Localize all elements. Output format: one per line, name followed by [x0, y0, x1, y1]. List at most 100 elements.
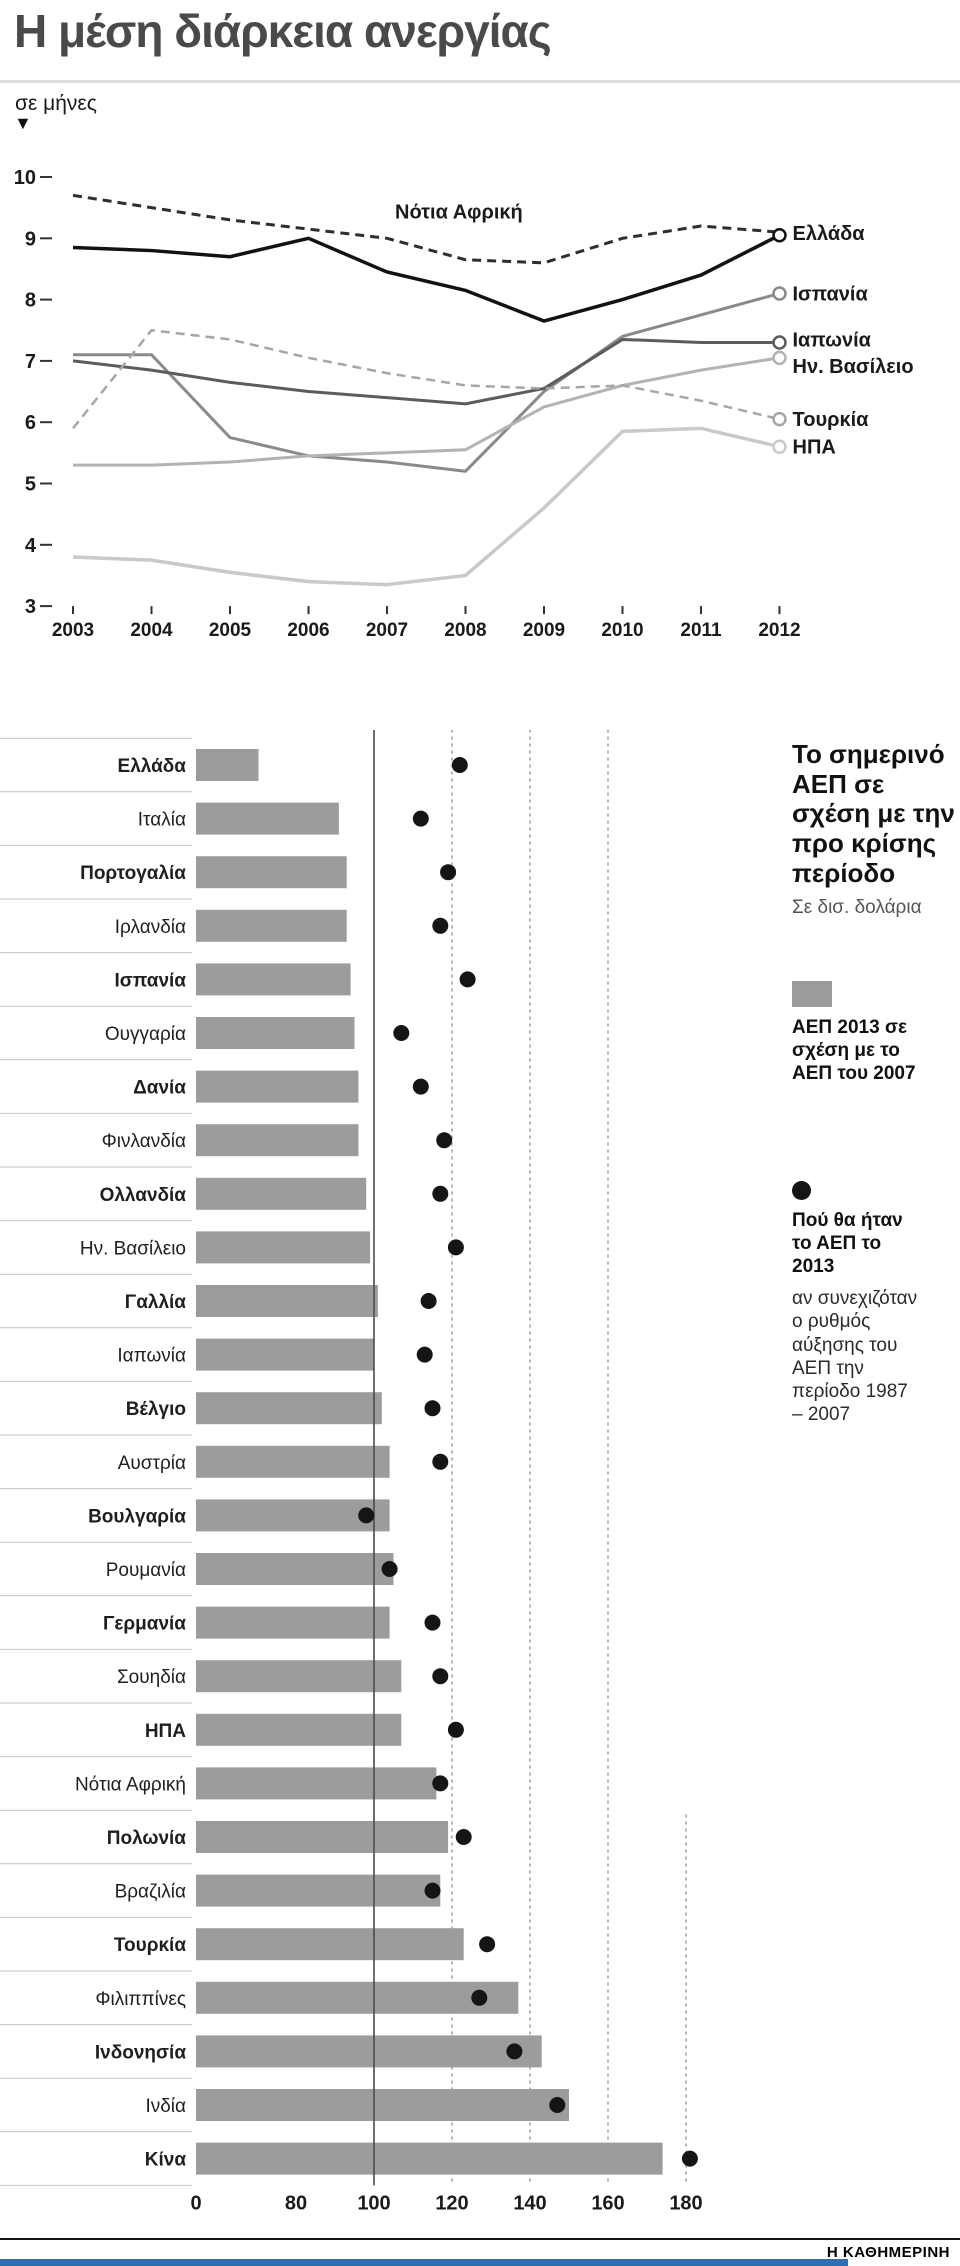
unemployment-duration-line-chart: 10 9 8 7 6 5 4 3 2003 2004 2005 2006 2007 2008 2009 201… [14, 167, 914, 641]
gdp-bar-4 [196, 963, 351, 996]
gdp-dot-1 [412, 810, 429, 827]
gdp-dot-9 [447, 1239, 464, 1256]
gdp-dot-18 [447, 1721, 464, 1738]
country-label-17: Σουηδία [117, 1667, 186, 1688]
dot-legend-title: Πού θα ήταν το ΑΕΠ το 2013 [792, 1209, 903, 1277]
y-axis-unit-label: σε μήνες [15, 92, 97, 115]
title-rule [0, 80, 960, 83]
gdp-dot-15 [381, 1561, 398, 1577]
dot-legend-swatch-icon [792, 1180, 811, 1200]
gdp-dot-2 [440, 864, 457, 881]
x-tick-label: 2006 [287, 620, 329, 641]
gdp-bar-3 [196, 909, 347, 942]
endpoint-marker-usa [772, 439, 787, 454]
country-label-23: Φιλιππίνες [95, 1989, 186, 2010]
page-title: Η μέση διάρκεια ανεργίας [14, 5, 552, 57]
x-tick-label: 2003 [52, 620, 94, 641]
country-label-12: Βέλγιο [126, 1399, 186, 1420]
country-label-18: ΗΠΑ [145, 1721, 186, 1742]
line-series-japan [72, 337, 780, 406]
publisher-logo: Η ΚΑΘΗΜΕΡΙΝΗ [826, 2244, 950, 2261]
x-axis-label-160: 160 [591, 2192, 624, 2214]
x-axis-label-0: 0 [190, 2192, 201, 2214]
gdp-bar-25 [196, 2089, 569, 2121]
gdp-bar-23 [196, 1981, 519, 2014]
country-label-9: Ην. Βασίλειο [80, 1238, 186, 1259]
country-label-7: Φινλανδία [102, 1131, 186, 1152]
country-label-25: Ινδία [145, 2096, 186, 2117]
country-label-5: Ουγγαρία [105, 1024, 186, 1045]
bar-legend-label: ΑΕΠ 2013 σε σχέση με το ΑΕΠ του 2007 [792, 1017, 916, 1085]
gdp-bar-5 [196, 1017, 355, 1049]
gdp-dot-17 [432, 1668, 449, 1685]
x-axis-label-80: 80 [285, 2192, 307, 2214]
series-label-south-africa: Νότια Αφρική [395, 201, 523, 223]
x-tick-label: 2009 [523, 620, 565, 641]
gdp-dot-22 [479, 1936, 496, 1953]
x-axis-label-120: 120 [435, 2192, 468, 2214]
country-label-26: Κίνα [145, 2150, 187, 2171]
country-label-19: Νότια Αφρική [75, 1774, 186, 1795]
y-tick-label: 10 [14, 167, 36, 189]
country-label-14: Βουλγαρία [88, 1506, 186, 1527]
down-triangle-icon: ▼ [14, 113, 32, 133]
gdp-bar-6 [196, 1070, 359, 1103]
gdp-bar-15 [196, 1553, 394, 1585]
gdp-dot-10 [420, 1293, 437, 1309]
gdp-dot-16 [424, 1614, 441, 1631]
endpoint-marker-greece [772, 227, 787, 243]
gdp-bar-24 [196, 2035, 542, 2068]
gdp-chart-subtitle: Σε δισ. δολάρια [792, 897, 922, 919]
gdp-dot-14 [358, 1507, 375, 1524]
gdp-dot-5 [393, 1025, 410, 1041]
gdp-bar-20 [196, 1821, 449, 1853]
line-series-spain [73, 292, 780, 473]
gdp-bar-26 [196, 2142, 663, 2175]
country-label-4: Ισπανία [114, 970, 186, 991]
country-label-3: Ιρλανδία [115, 917, 186, 938]
gdp-bar-17 [196, 1660, 402, 1693]
endpoint-marker-uk [772, 350, 787, 366]
gdp-dot-19 [432, 1775, 449, 1792]
y-tick-label: 9 [25, 228, 36, 250]
country-label-20: Πολωνία [107, 1828, 187, 1849]
endpoint-marker-japan [772, 335, 787, 350]
dot-legend-description: αν συνεχιζόταν ο ρυθμός αύξησης του ΑΕΠ … [792, 1288, 918, 1426]
country-label-1: Ιταλία [138, 810, 186, 831]
series-label-turkey: Τουρκία [793, 409, 870, 431]
x-tick-label: 2010 [601, 620, 643, 641]
gdp-dot-6 [412, 1078, 429, 1095]
gdp-bar-19 [196, 1767, 437, 1800]
series-label-uk: Ην. Βασίλειο [793, 356, 914, 378]
country-label-15: Ρουμανία [106, 1560, 186, 1581]
endpoint-marker-spain [772, 286, 787, 301]
series-label-japan: Ιαπωνία [793, 330, 872, 352]
endpoint-marker-turkey [772, 411, 787, 427]
gdp-bar-9 [196, 1231, 371, 1264]
y-tick-label: 6 [25, 412, 36, 434]
gdp-dot-8 [432, 1185, 449, 1202]
gdp-dot-7 [436, 1132, 453, 1149]
x-axis-label-180: 180 [669, 2192, 702, 2214]
line-series-greece [72, 233, 781, 323]
country-label-6: Δανία [133, 1078, 186, 1099]
country-label-10: Γαλλία [125, 1292, 187, 1313]
x-tick-label: 2011 [680, 620, 722, 641]
country-label-13: Αυστρία [118, 1453, 186, 1474]
gdp-bar-2 [196, 856, 347, 889]
gdp-dot-11 [416, 1346, 433, 1363]
x-tick-label: 2004 [130, 620, 173, 641]
gdp-bar-7 [196, 1124, 359, 1157]
footer-accent-bar [0, 2259, 848, 2266]
country-label-2: Πορτογαλία [80, 863, 186, 884]
gdp-dot-24 [506, 2043, 523, 2060]
series-label-spain: Ισπανία [793, 283, 869, 305]
y-tick-label: 8 [25, 290, 36, 312]
gdp-dot-3 [432, 917, 449, 934]
gdp-dot-20 [455, 1829, 472, 1845]
gdp-bar-10 [196, 1285, 378, 1317]
line-series-turkey [72, 328, 780, 430]
country-label-11: Ιαπωνία [117, 1346, 186, 1367]
x-tick-label: 2012 [758, 620, 800, 641]
